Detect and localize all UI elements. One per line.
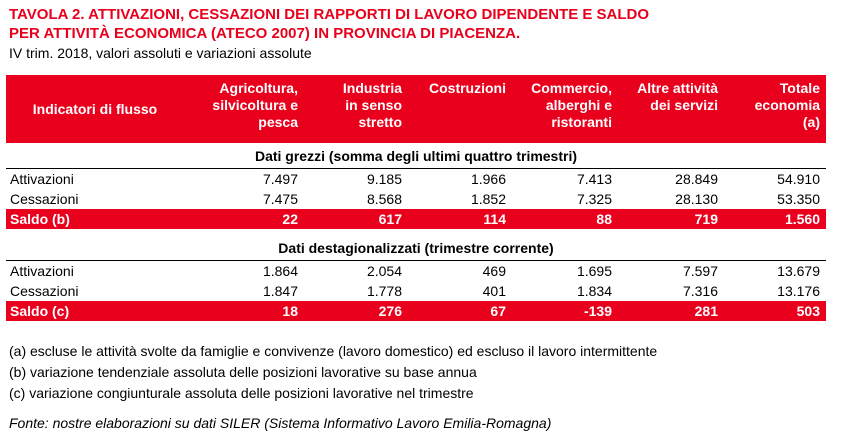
table-title: TAVOLA 2. ATTIVAZIONI, CESSAZIONI DEI RA…	[9, 5, 829, 43]
header-cell: Agricoltura, silvicoltura e pesca	[212, 80, 298, 130]
table-cell: 7.497	[262, 171, 298, 187]
table-row: Attivazioni 1.864 2.054 469 1.695 7.597 …	[6, 261, 826, 282]
table-cell: 13.176	[777, 283, 820, 299]
table-cell: 67	[490, 303, 506, 319]
table-row: Cessazioni 7.475 8.568 1.852 7.325 28.13…	[6, 189, 826, 209]
table-cell: 7.325	[576, 191, 612, 207]
table-cell: 503	[796, 303, 820, 319]
table-cell: 54.910	[777, 171, 820, 187]
header-cell: Commercio, alberghi e ristoranti	[531, 80, 612, 130]
row-label: Saldo (b)	[10, 211, 70, 227]
table-subtitle: IV trim. 2018, valori assoluti e variazi…	[9, 45, 312, 61]
saldo-row: Saldo (b) 22 617 114 88 719 1.560	[6, 209, 826, 229]
table-cell: 28.849	[675, 171, 718, 187]
table-cell: 1.834	[576, 283, 612, 299]
table-cell: 276	[378, 303, 402, 319]
row-label: Cessazioni	[10, 283, 79, 299]
table-cell: 719	[694, 211, 718, 227]
header-cell: Altre attività dei servizi	[637, 80, 718, 113]
section-header-row: Dati grezzi (somma degli ultimi quattro …	[6, 143, 826, 169]
table-row: Cessazioni 1.847 1.778 401 1.834 7.316 1…	[6, 281, 826, 301]
footnotes: (a) escluse le attività svolte da famigl…	[9, 341, 657, 404]
table-cell: 1.695	[576, 263, 612, 279]
table-cell: 469	[482, 263, 506, 279]
footnote: (c) variazione congiunturale assoluta de…	[9, 385, 474, 401]
table-cell: 88	[596, 211, 612, 227]
header-cell: Totale economia (a)	[754, 80, 820, 130]
table-cell: 281	[694, 303, 718, 319]
header-cell: Costruzioni	[429, 80, 506, 96]
table-row: Attivazioni 7.497 9.185 1.966 7.413 28.8…	[6, 169, 826, 190]
table-cell: 22	[282, 211, 298, 227]
table-cell: 1.560	[784, 211, 820, 227]
data-table: Indicatori di flusso Agricoltura, silvic…	[6, 75, 826, 321]
table-cell: 7.597	[682, 263, 718, 279]
table-cell: 1.852	[470, 191, 506, 207]
table-cell: -139	[583, 303, 612, 319]
table-cell: 1.847	[262, 283, 298, 299]
table-cell: 28.130	[675, 191, 718, 207]
table-cell: 7.316	[682, 283, 718, 299]
table-cell: 1.778	[366, 283, 402, 299]
table-cell: 8.568	[366, 191, 402, 207]
table-cell: 1.864	[262, 263, 298, 279]
row-label: Saldo (c)	[10, 303, 70, 319]
header-cell: Industria in senso stretto	[342, 80, 402, 130]
section-title: Dati grezzi (somma degli ultimi quattro …	[6, 143, 826, 169]
footnote: (b) variazione tendenziale assoluta dell…	[9, 364, 477, 380]
row-label: Attivazioni	[10, 171, 74, 187]
table-cell: 2.054	[366, 263, 402, 279]
row-label: Cessazioni	[10, 191, 79, 207]
table-cell: 1.966	[470, 171, 506, 187]
table-cell: 7.475	[262, 191, 298, 207]
title-line-1: TAVOLA 2. ATTIVAZIONI, CESSAZIONI DEI RA…	[9, 6, 650, 23]
table-cell: 617	[378, 211, 402, 227]
table-cell: 18	[282, 303, 298, 319]
table-cell: 401	[482, 283, 506, 299]
section-title: Dati destagionalizzati (trimestre corren…	[6, 235, 826, 261]
table-cell: 53.350	[777, 191, 820, 207]
table-cell: 13.679	[777, 263, 820, 279]
header-row: Indicatori di flusso Agricoltura, silvic…	[6, 75, 826, 143]
footnote: (a) escluse le attività svolte da famigl…	[9, 343, 658, 359]
source-note: Fonte: nostre elaborazioni su dati SILER…	[9, 415, 552, 431]
row-label: Attivazioni	[10, 263, 74, 279]
section-header-row: Dati destagionalizzati (trimestre corren…	[6, 235, 826, 261]
table-cell: 114	[483, 211, 506, 227]
table-cell: 9.185	[366, 171, 402, 187]
saldo-row: Saldo (c) 18 276 67 -139 281 503	[6, 301, 826, 321]
title-line-2: PER ATTIVITÀ ECONOMICA (ATECO 2007) IN P…	[9, 25, 521, 42]
table-cell: 7.413	[576, 171, 612, 187]
header-cell: Indicatori di flusso	[32, 100, 158, 117]
